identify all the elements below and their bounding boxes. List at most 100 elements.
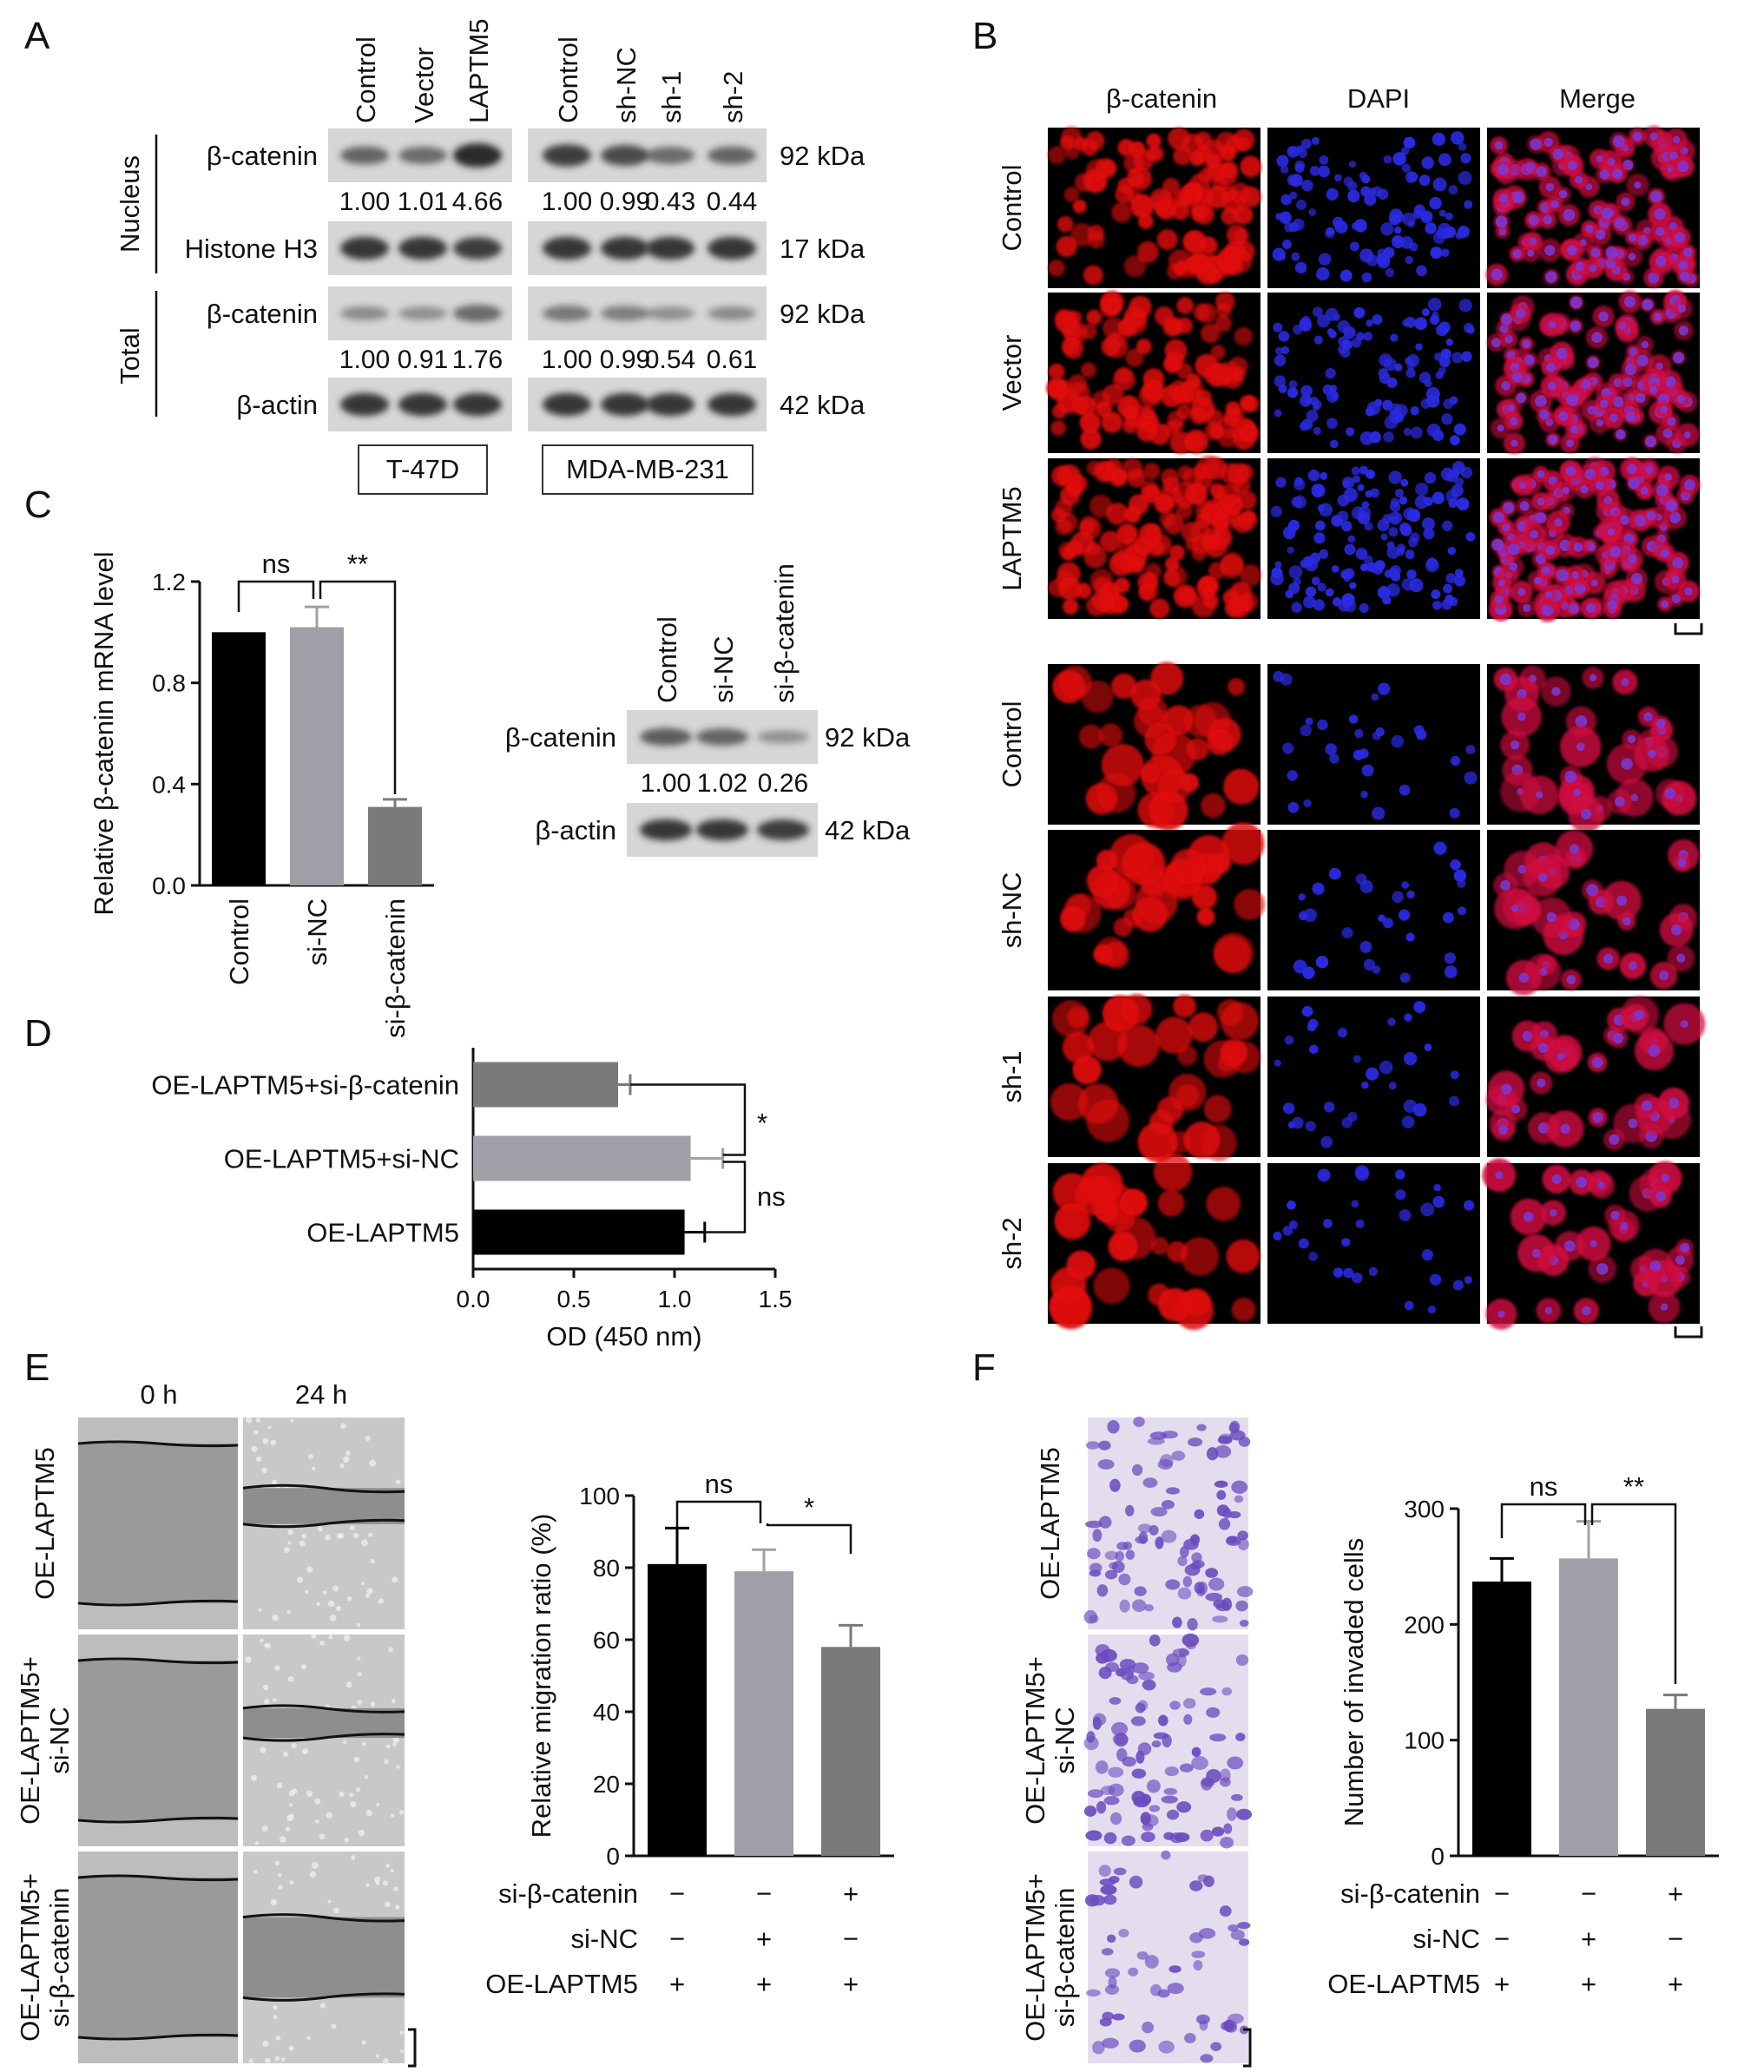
nucleus	[1384, 415, 1399, 430]
cell-speckle	[331, 2023, 337, 2029]
invaded-cell	[1209, 1733, 1227, 1742]
nucleus	[1409, 578, 1424, 593]
bar	[212, 632, 266, 885]
cell-speckle	[297, 1576, 304, 1583]
invaded-cell	[1189, 1534, 1201, 1546]
cell	[1196, 907, 1215, 926]
invaded-cell	[1206, 1707, 1221, 1718]
nucleus	[1284, 222, 1294, 233]
nucleus	[1549, 1208, 1557, 1217]
nucleus	[1465, 531, 1476, 542]
row-label: sh-2	[997, 1217, 1027, 1269]
nucleus	[1548, 434, 1558, 445]
wound-edge	[242, 1518, 405, 1529]
nucleus	[1545, 182, 1555, 192]
invaded-cell	[1137, 1523, 1152, 1533]
cell	[1166, 263, 1183, 280]
nucleus	[1432, 132, 1446, 147]
cell-speckle	[264, 1642, 269, 1648]
lane-label: Vector	[409, 47, 439, 123]
row-label: si-β-catenin	[44, 1888, 75, 2028]
cell	[1195, 389, 1212, 406]
nucleus	[1565, 465, 1576, 477]
nucleus	[1355, 1219, 1365, 1229]
invaded-cell	[1230, 1793, 1243, 1801]
nucleus	[1400, 236, 1413, 249]
col-label-merge: Merge	[1559, 83, 1636, 114]
bar	[473, 1135, 691, 1181]
cell	[1239, 591, 1259, 612]
cell	[1164, 556, 1180, 572]
invaded-cell	[1194, 1582, 1205, 1595]
nucleus	[1599, 169, 1610, 180]
nucleus	[1418, 174, 1431, 187]
nucleus	[1287, 387, 1299, 398]
condition-mark: +	[1668, 1878, 1683, 1909]
nucleus	[1421, 156, 1434, 169]
blot-band	[757, 819, 809, 840]
panel-c: C 0.0 0.4 0.8 1.2 Relative β-catenin mRNA le…	[24, 483, 911, 1038]
nucleus	[1322, 1219, 1333, 1228]
nucleus	[1301, 418, 1313, 431]
nucleus	[1364, 193, 1377, 206]
invaded-cell	[1083, 1736, 1099, 1751]
bar	[1472, 1582, 1531, 1856]
invaded-cell	[1112, 2013, 1125, 2021]
nucleus	[1563, 208, 1576, 221]
cell	[1111, 673, 1137, 700]
nucleus	[1398, 909, 1411, 921]
x-tick-label: 0.5	[557, 1286, 591, 1312]
nucleus	[1566, 393, 1579, 406]
panel-b-letter: B	[972, 15, 997, 57]
nucleus	[1621, 678, 1629, 687]
invaded-cell	[1165, 1487, 1181, 1495]
invaded-cell	[1235, 1654, 1249, 1667]
invaded-cell	[1107, 1419, 1120, 1434]
sig-bracket-stars	[319, 580, 397, 794]
nucleus	[1605, 247, 1618, 259]
nucleus	[1360, 790, 1368, 799]
t47d-label: T-47D	[386, 454, 459, 484]
nucleus	[1383, 431, 1394, 443]
condition-label: si-β-catenin	[498, 1878, 638, 1909]
cell-speckle	[250, 1774, 258, 1781]
cell	[1157, 1189, 1185, 1217]
nucleus	[1569, 844, 1579, 854]
cell	[1144, 722, 1177, 755]
cell-speckle	[392, 1736, 399, 1744]
nucleus	[1648, 272, 1660, 284]
nucleus	[1420, 210, 1433, 224]
nucleus	[1359, 940, 1372, 953]
blot-band	[708, 306, 756, 320]
nucleus	[1410, 406, 1419, 416]
nucleus	[1517, 688, 1527, 700]
invaded-cell	[1151, 1740, 1162, 1748]
nucleus	[1682, 247, 1693, 258]
nucleus	[1672, 557, 1684, 569]
cell	[1117, 1024, 1160, 1068]
cell	[1228, 678, 1246, 696]
nucleus	[1516, 308, 1526, 319]
nucleus	[1450, 755, 1461, 766]
wound-edge	[77, 1816, 239, 1824]
cell-speckle	[274, 1665, 280, 1671]
cell-speckle	[245, 1656, 252, 1663]
nucleus	[1450, 1070, 1459, 1080]
nucleus	[1376, 253, 1390, 266]
nucleus	[1607, 600, 1617, 610]
nucleus	[1300, 138, 1312, 149]
wound-edge	[77, 1874, 239, 1882]
nucleus	[1337, 1028, 1347, 1038]
cell	[1074, 173, 1094, 193]
invaded-cell	[1095, 1760, 1109, 1774]
invaded-cell	[1168, 1965, 1181, 1973]
nucleus	[1309, 552, 1321, 563]
nucleus	[1589, 674, 1597, 682]
nucleus	[1334, 220, 1348, 234]
cell	[1214, 314, 1232, 332]
sig-bracket-ns	[1500, 1503, 1587, 1538]
nucleus	[1550, 200, 1559, 209]
nucleus	[1677, 858, 1687, 868]
nucleus	[1282, 1102, 1295, 1115]
